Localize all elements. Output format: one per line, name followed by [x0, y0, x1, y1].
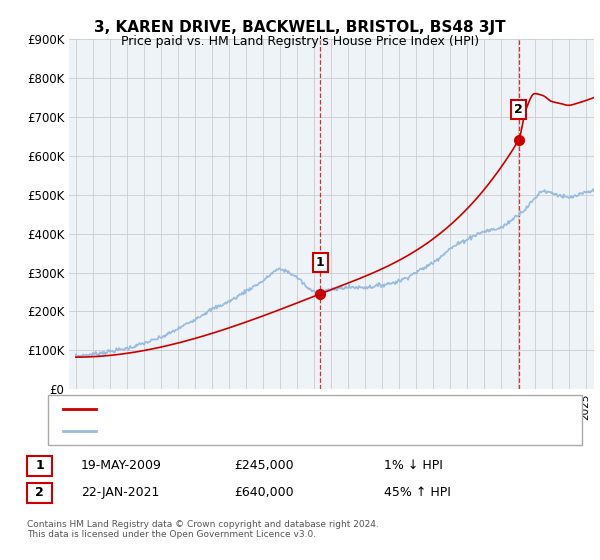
Text: 19-MAY-2009: 19-MAY-2009 — [81, 459, 162, 473]
Text: 1: 1 — [35, 459, 44, 473]
Text: HPI: Average price, detached house, North Somerset: HPI: Average price, detached house, Nort… — [105, 426, 394, 436]
Text: 2: 2 — [514, 102, 523, 116]
Text: 1% ↓ HPI: 1% ↓ HPI — [384, 459, 443, 473]
Text: 22-JAN-2021: 22-JAN-2021 — [81, 486, 160, 500]
Text: 45% ↑ HPI: 45% ↑ HPI — [384, 486, 451, 500]
Text: £245,000: £245,000 — [234, 459, 293, 473]
Text: £640,000: £640,000 — [234, 486, 293, 500]
Text: Price paid vs. HM Land Registry's House Price Index (HPI): Price paid vs. HM Land Registry's House … — [121, 35, 479, 48]
Text: 3, KAREN DRIVE, BACKWELL, BRISTOL, BS48 3JT: 3, KAREN DRIVE, BACKWELL, BRISTOL, BS48 … — [94, 20, 506, 35]
Text: Contains HM Land Registry data © Crown copyright and database right 2024.
This d: Contains HM Land Registry data © Crown c… — [27, 520, 379, 539]
Text: 2: 2 — [35, 486, 44, 500]
Text: 3, KAREN DRIVE, BACKWELL, BRISTOL, BS48 3JT (detached house): 3, KAREN DRIVE, BACKWELL, BRISTOL, BS48 … — [105, 404, 467, 414]
Text: 1: 1 — [316, 256, 325, 269]
